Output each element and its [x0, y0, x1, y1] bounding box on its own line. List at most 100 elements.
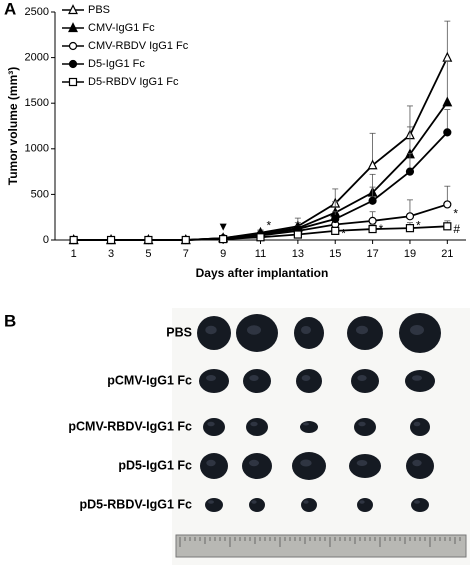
row-label: pCMV-RBDV-IgG1 Fc [68, 419, 192, 433]
marker [368, 216, 377, 225]
tumor [354, 418, 376, 436]
x-axis-label: Days after implantation [196, 266, 329, 280]
tumor-highlight [356, 325, 368, 335]
marker [443, 222, 452, 231]
marker [331, 226, 340, 235]
tumor [242, 453, 272, 479]
tumor [200, 453, 228, 479]
marker [443, 128, 452, 137]
legend-marker [68, 22, 78, 33]
row-label: pD5-RBDV-IgG1 Fc [79, 497, 192, 511]
tumor-highlight [301, 326, 311, 334]
x-tick-label: 5 [145, 248, 151, 260]
legend-label: PBS [88, 4, 110, 16]
tumor-highlight [206, 375, 216, 381]
tumor-highlight [414, 500, 420, 504]
tumor-highlight [413, 421, 421, 427]
tumor [410, 418, 430, 436]
tumor-highlight [303, 500, 309, 504]
legend-marker [68, 77, 78, 87]
y-tick-label: 2000 [25, 52, 49, 64]
x-tick-label: 7 [183, 248, 189, 260]
tumor-highlight [412, 375, 422, 381]
row-label: PBS [166, 325, 192, 339]
tumor-highlight [247, 325, 261, 335]
tumor-highlight [249, 375, 259, 381]
annotation: * [416, 218, 421, 232]
tumor [406, 453, 434, 479]
x-tick-label: 1 [71, 248, 77, 260]
annotation: * [267, 218, 272, 232]
tumor [243, 369, 271, 393]
legend-label: D5-IgG1 Fc [88, 58, 145, 70]
annotation: ▼ [217, 219, 229, 233]
tumor-highlight [358, 421, 366, 427]
x-tick-label: 13 [292, 248, 304, 260]
row-label: pD5-IgG1 Fc [118, 458, 192, 472]
marker [368, 196, 377, 205]
tumor [300, 421, 318, 433]
marker [405, 212, 415, 221]
x-tick-label: 19 [404, 248, 416, 260]
photo: PBS pCMV-IgG1 Fc pCMV-RBDV-IgG1 Fc pD5-IgG1… [68, 313, 467, 558]
marker [219, 234, 228, 244]
panel-label: A [4, 0, 16, 18]
marker [405, 224, 415, 233]
legend-marker [68, 41, 78, 51]
x-tick-label: 11 [255, 248, 266, 260]
tumor-highlight [301, 375, 311, 381]
marker [106, 235, 116, 245]
marker [69, 235, 78, 245]
x-tick-label: 3 [108, 248, 114, 260]
tumor [301, 498, 317, 512]
marker [144, 235, 153, 245]
row-label: pCMV-IgG1 Fc [107, 373, 192, 387]
legend-marker [68, 59, 78, 69]
tumor-highlight [250, 421, 258, 427]
tumor-highlight [249, 459, 259, 467]
panel-label: B [4, 311, 16, 330]
tumor [411, 498, 429, 512]
tumor-highlight [251, 500, 257, 504]
legend-label: CMV-IgG1 Fc [88, 22, 155, 34]
tumor [205, 498, 223, 512]
tumor-highlight [357, 375, 367, 381]
tumor [246, 418, 268, 436]
y-axis-label: Tumor volume (mm³) [6, 67, 20, 185]
marker [405, 167, 415, 176]
y-tick-label: 1000 [25, 143, 49, 155]
y-tick-label: 500 [31, 188, 49, 200]
x-tick-label: 17 [366, 248, 378, 260]
marker [368, 224, 377, 234]
marker [331, 214, 340, 224]
annotation: # [453, 222, 460, 236]
marker [367, 159, 378, 170]
y-tick-label: 0 [43, 234, 49, 246]
tumor-highlight [356, 460, 368, 466]
marker [442, 51, 453, 62]
tumor-highlight [412, 459, 422, 467]
marker [443, 200, 452, 209]
marker [181, 235, 190, 245]
tumor [405, 370, 435, 392]
x-tick-label: 21 [441, 248, 453, 260]
x-tick-label: 15 [329, 248, 341, 260]
tumor [351, 369, 379, 393]
annotation: * [453, 207, 458, 221]
tumor [199, 369, 229, 393]
y-tick-label: 2500 [25, 6, 49, 18]
tumor [349, 454, 381, 478]
tumor-highlight [303, 422, 309, 426]
tumor-highlight [300, 459, 312, 467]
series-line [73, 131, 448, 241]
legend-label: D5-RBDV IgG1 Fc [88, 76, 179, 88]
legend-marker [68, 4, 78, 15]
tumor [249, 498, 265, 512]
tumor-highlight [206, 459, 216, 467]
marker [442, 96, 453, 107]
tumor-highlight [205, 325, 217, 335]
x-tick-label: 9 [220, 248, 226, 260]
tumor-highlight [410, 325, 424, 335]
